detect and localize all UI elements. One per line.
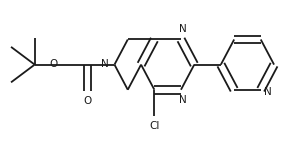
Text: O: O: [49, 59, 58, 69]
Text: N: N: [101, 59, 109, 69]
Text: N: N: [264, 87, 272, 97]
Text: O: O: [84, 96, 92, 106]
Text: N: N: [179, 24, 186, 34]
Text: N: N: [179, 95, 186, 105]
Text: Cl: Cl: [149, 121, 159, 131]
